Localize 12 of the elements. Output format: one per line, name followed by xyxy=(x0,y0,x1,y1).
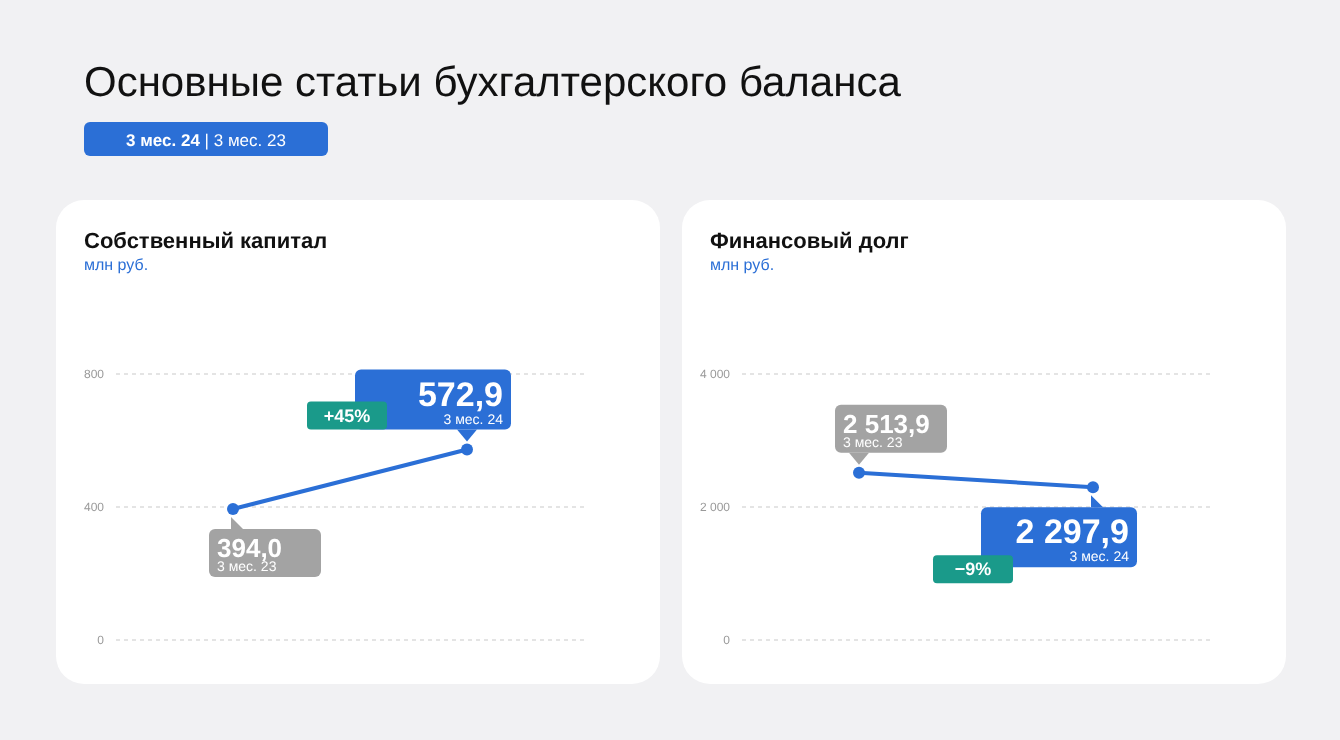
data-label: 572,9 xyxy=(417,375,503,414)
chart-title: Финансовый долг xyxy=(710,230,910,254)
annotation: −9% xyxy=(954,559,992,580)
annotation: +45% xyxy=(323,405,371,426)
text: 3 мес. 24 | 3 мес. 23 xyxy=(126,130,287,150)
text: Основные статьи бухгалтерского баланса xyxy=(84,60,902,106)
chart-title: Собственный капитал xyxy=(84,230,328,254)
data-label: 2 513,9 xyxy=(843,408,930,439)
data-label: 2 297,9 xyxy=(1015,513,1129,552)
chart-subtitle: млн руб. xyxy=(84,256,149,274)
data-label: 394,0 xyxy=(217,532,283,563)
chart-subtitle: млн руб. xyxy=(710,256,775,274)
